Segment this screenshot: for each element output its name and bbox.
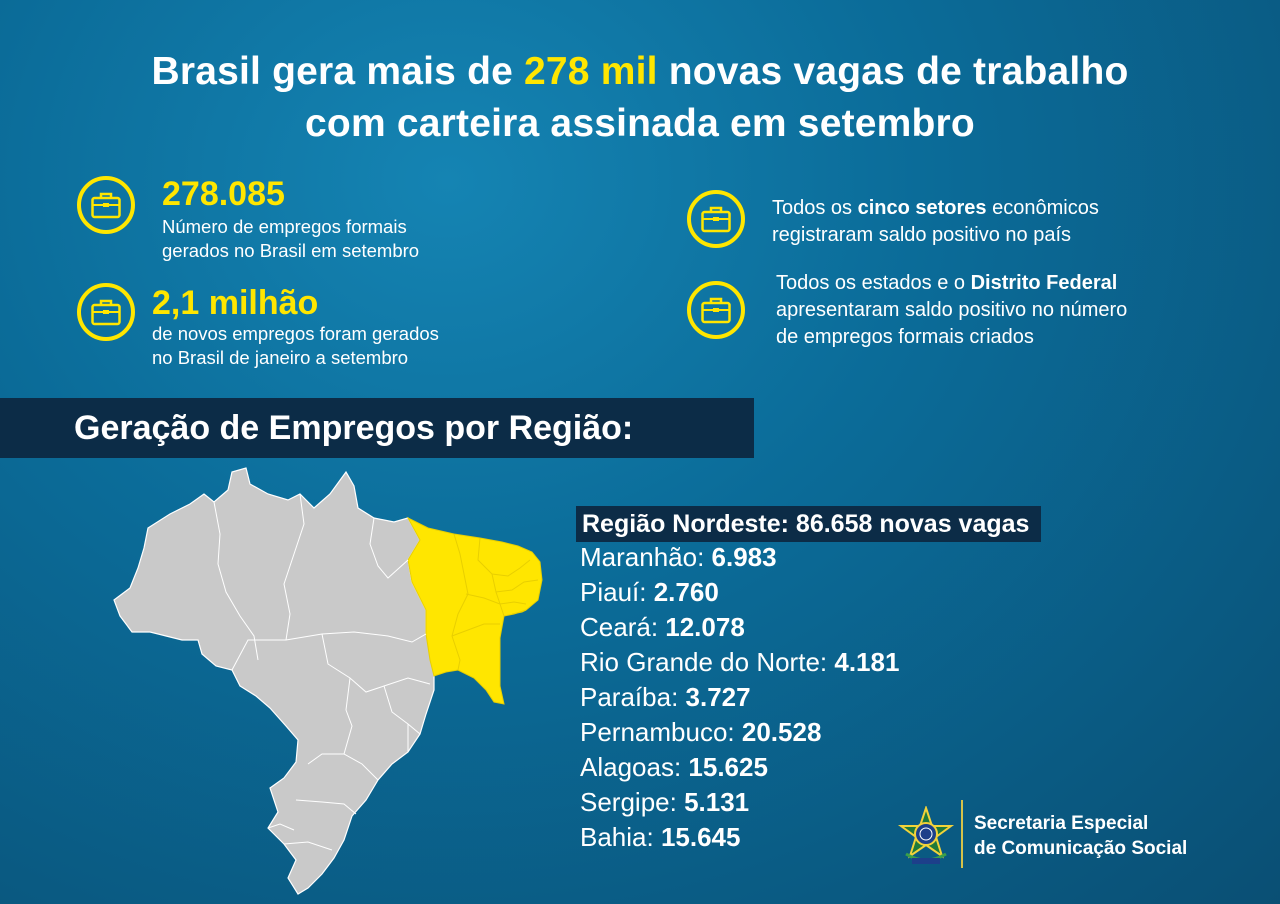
region-section-title: Geração de Empregos por Região: xyxy=(74,409,634,447)
map-region-nordeste xyxy=(406,516,543,705)
stat-jobs-september-line1: Número de empregos formais xyxy=(162,216,407,237)
state-value: 15.625 xyxy=(688,752,768,782)
headline-part1: Brasil gera mais de xyxy=(151,50,525,93)
state-name: Pernambuco: xyxy=(580,717,742,747)
state-value: 4.181 xyxy=(834,647,900,677)
state-name: Piauí: xyxy=(580,577,654,607)
footer-divider xyxy=(961,800,963,868)
footer-secom-line1: Secretaria Especial xyxy=(974,813,1149,834)
state-value: 6.983 xyxy=(711,542,777,572)
stat-jobs-september-number: 278.085 xyxy=(162,175,285,213)
briefcase-icon xyxy=(77,283,135,341)
list-item: Piauí: 2.760 xyxy=(580,576,719,608)
state-value: 20.528 xyxy=(741,717,822,747)
headline-line-1: Brasil gera mais de 278 mil novas vagas … xyxy=(0,46,1280,98)
region-nordeste-title: Região Nordeste: 86.658 novas vagas xyxy=(576,506,1042,542)
briefcase-icon xyxy=(687,190,745,248)
state-name: Ceará: xyxy=(580,612,666,642)
state-value: 12.078 xyxy=(665,612,745,642)
stat-jobs-year-number: 2,1 milhão xyxy=(152,284,319,322)
stat-sectors-line1: Todos os cinco setores econômicos xyxy=(772,195,1099,221)
state-name: Bahia: xyxy=(580,822,661,852)
brazil-map xyxy=(113,467,543,895)
map-country-outline xyxy=(113,467,435,895)
region-section-bar: Geração de Empregos por Região: xyxy=(0,398,754,458)
list-item: Sergipe: 5.131 xyxy=(580,786,749,818)
stat-sectors-line2: registraram saldo positivo no país xyxy=(772,224,1072,246)
state-value: 3.727 xyxy=(685,682,751,712)
state-value: 15.645 xyxy=(660,822,741,852)
state-value: 5.131 xyxy=(684,787,750,817)
headline-highlight: 278 mil xyxy=(524,50,658,93)
stat-sectors-bold: cinco setores xyxy=(857,197,987,219)
footer-secom-line2: de Comunicação Social xyxy=(974,838,1188,859)
stat-states-line3: de empregos formais criados xyxy=(776,326,1034,348)
stat-sectors-pre: Todos os xyxy=(772,197,858,219)
stat-jobs-september-line2: gerados no Brasil em setembro xyxy=(162,240,420,261)
state-name: Paraíba: xyxy=(580,682,686,712)
state-name: Sergipe: xyxy=(580,787,685,817)
state-name: Rio Grande do Norte: xyxy=(580,647,835,677)
list-item: Alagoas: 15.625 xyxy=(580,751,768,783)
briefcase-icon xyxy=(77,176,135,234)
stat-states-line1: Todos os estados e o Distrito Federal xyxy=(776,270,1117,296)
headline-line-2: com carteira assinada em setembro xyxy=(305,102,975,145)
map-state-borders xyxy=(213,493,431,851)
list-item: Bahia: 15.645 xyxy=(580,821,740,853)
footer-secom: Secretaria Especial de Comunicação Socia… xyxy=(974,811,1187,861)
stat-jobs-year-line1: de novos empregos foram gerados xyxy=(152,323,439,344)
stat-jobs-year-line2: no Brasil de janeiro a setembro xyxy=(152,347,409,368)
state-value: 2.760 xyxy=(653,577,719,607)
list-item: Ceará: 12.078 xyxy=(580,611,745,643)
list-item: Maranhão: 6.983 xyxy=(580,541,777,573)
list-item: Paraíba: 3.727 xyxy=(580,681,751,713)
brazil-coat-of-arms-icon xyxy=(897,806,955,864)
stat-states-pre: Todos os estados e o xyxy=(776,272,971,294)
stat-sectors-post: econômicos xyxy=(986,197,1099,219)
map-nordeste-borders xyxy=(451,533,539,671)
list-item: Pernambuco: 20.528 xyxy=(580,716,821,748)
state-name: Alagoas: xyxy=(580,752,689,782)
state-name: Maranhão: xyxy=(580,542,712,572)
headline-part2: novas vagas de trabalho xyxy=(657,50,1129,93)
stat-states-line2: apresentaram saldo positivo no número xyxy=(776,299,1128,321)
briefcase-icon xyxy=(687,281,745,339)
stat-states-bold: Distrito Federal xyxy=(970,272,1118,294)
list-item: Rio Grande do Norte: 4.181 xyxy=(580,646,899,678)
headline: Brasil gera mais de 278 mil novas vagas … xyxy=(0,46,1280,150)
